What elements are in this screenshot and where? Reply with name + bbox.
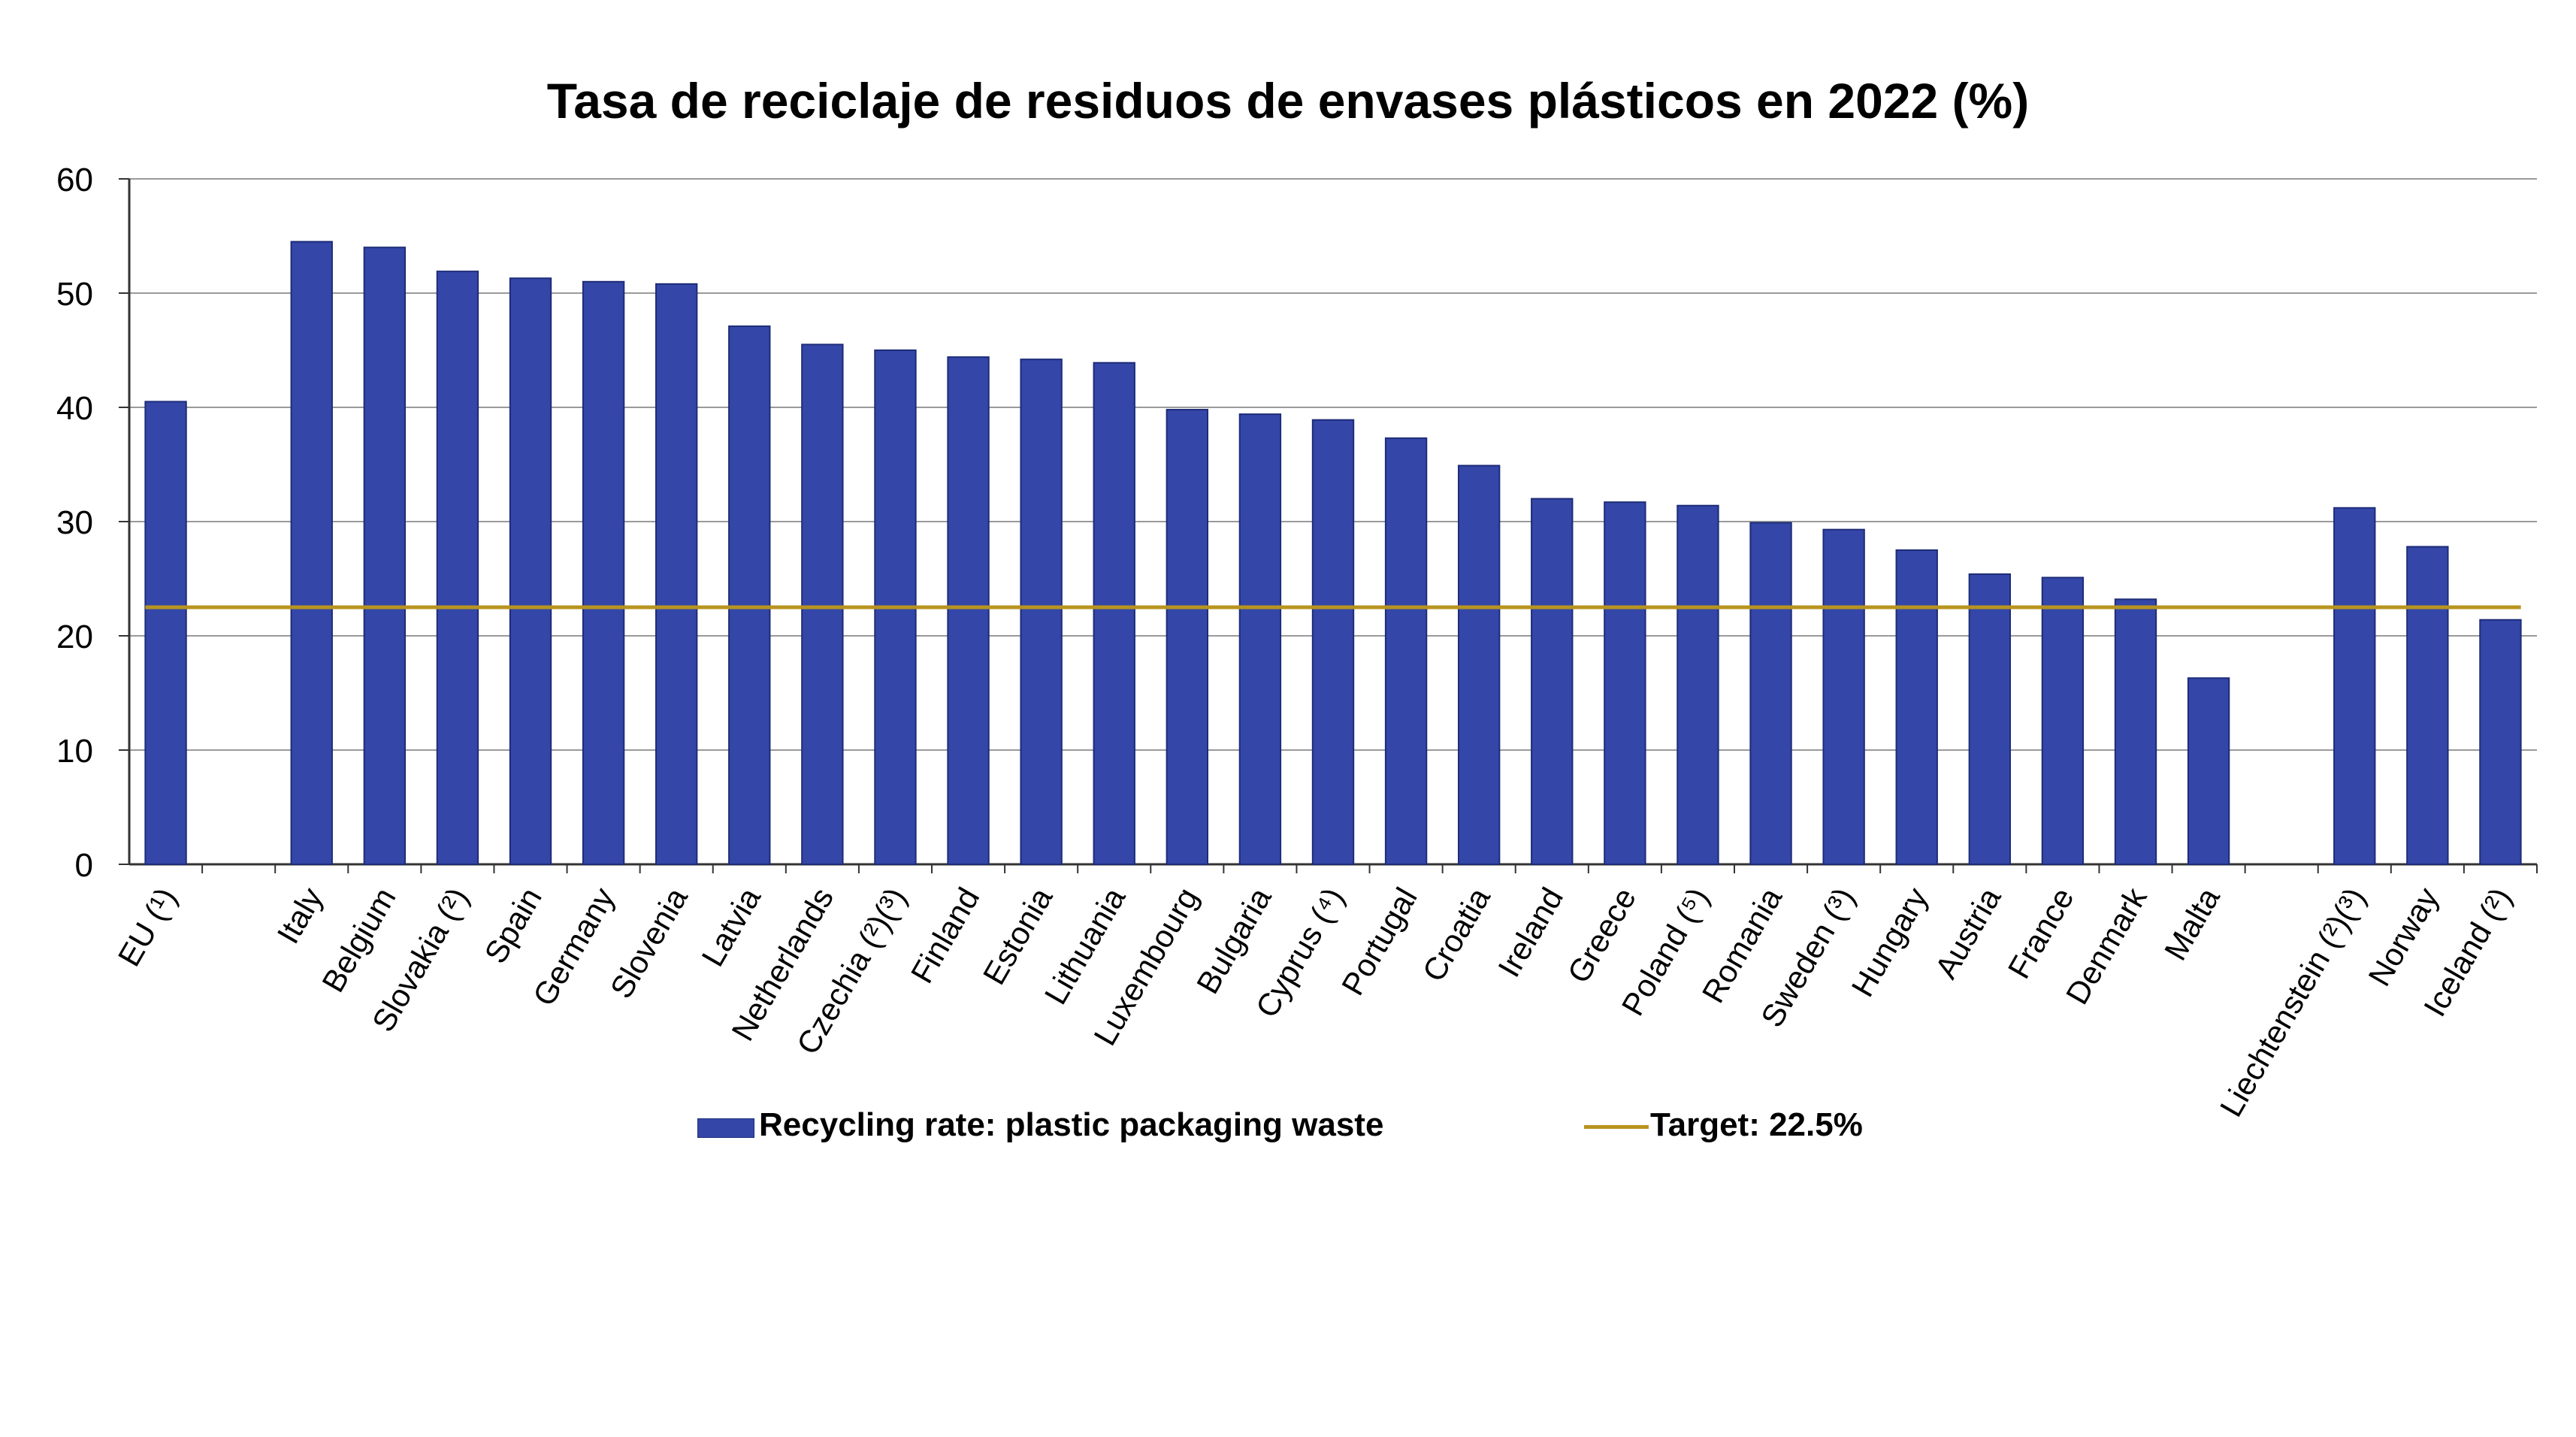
x-tick-label: Malta: [2157, 881, 2227, 966]
bar: [1238, 413, 1282, 865]
bar: [1822, 528, 1865, 865]
legend-bar-label: Recycling rate: plastic packaging waste: [759, 1106, 1384, 1143]
x-tick-label: Latvia: [694, 881, 767, 972]
bar: [1166, 409, 1209, 865]
x-tick-label: Greece: [1561, 882, 1643, 989]
bar: [728, 325, 771, 865]
bar: [1895, 549, 1938, 865]
bar: [2187, 677, 2230, 865]
bar: [801, 343, 844, 865]
bar: [2479, 619, 2522, 865]
bar: [655, 283, 698, 865]
bar: [2041, 576, 2085, 865]
legend-bar-swatch: [697, 1118, 754, 1138]
y-tick-label: 0: [75, 847, 93, 884]
legend-target-label: Target: 22.5%: [1650, 1106, 1863, 1143]
x-tick-label: Austria: [1928, 881, 2008, 984]
y-tick-label: 50: [56, 276, 93, 313]
bar: [363, 247, 407, 865]
bar: [1384, 437, 1428, 865]
x-tick-label: France: [2001, 882, 2081, 985]
bar: [2406, 546, 2449, 865]
bar: [582, 280, 625, 865]
bar: [509, 277, 552, 865]
x-tick-label: Estonia: [976, 881, 1060, 990]
bar: [1749, 522, 1792, 866]
bar: [1311, 419, 1355, 865]
bar: [290, 241, 333, 866]
bar: [1020, 358, 1063, 866]
x-tick-label: Finland: [904, 882, 987, 989]
bar: [436, 271, 479, 865]
bar: [1604, 501, 1646, 865]
bar: [2114, 598, 2157, 865]
x-tick-label: Liechtenstein (²)(³): [2213, 882, 2372, 1123]
legend-target-swatch: [1584, 1125, 1649, 1129]
x-tick-label: Ireland: [1491, 882, 1570, 983]
y-tick-label: 10: [56, 733, 93, 770]
bar: [947, 356, 990, 865]
y-tick-label: 60: [56, 162, 93, 198]
x-tick-label: Spain: [477, 882, 548, 970]
bar: [1457, 464, 1501, 865]
bar: [2333, 507, 2376, 865]
x-tick-label: Croatia: [1416, 881, 1498, 987]
bar: [1677, 504, 1719, 865]
chart-title: Tasa de reciclaje de residuos de envases…: [546, 73, 2030, 129]
bar: [1093, 362, 1135, 866]
y-tick-label: 20: [56, 619, 93, 655]
y-tick-label: 30: [56, 504, 93, 541]
bar: [144, 401, 187, 865]
chart-legend: Recycling rate: plastic packaging waste …: [0, 1103, 2576, 1148]
bar: [1531, 498, 1574, 865]
y-tick-label: 40: [56, 390, 93, 427]
x-tick-label: EU (¹): [111, 882, 184, 972]
x-tick-label: Italy: [270, 882, 329, 949]
bar: [1968, 573, 2012, 865]
